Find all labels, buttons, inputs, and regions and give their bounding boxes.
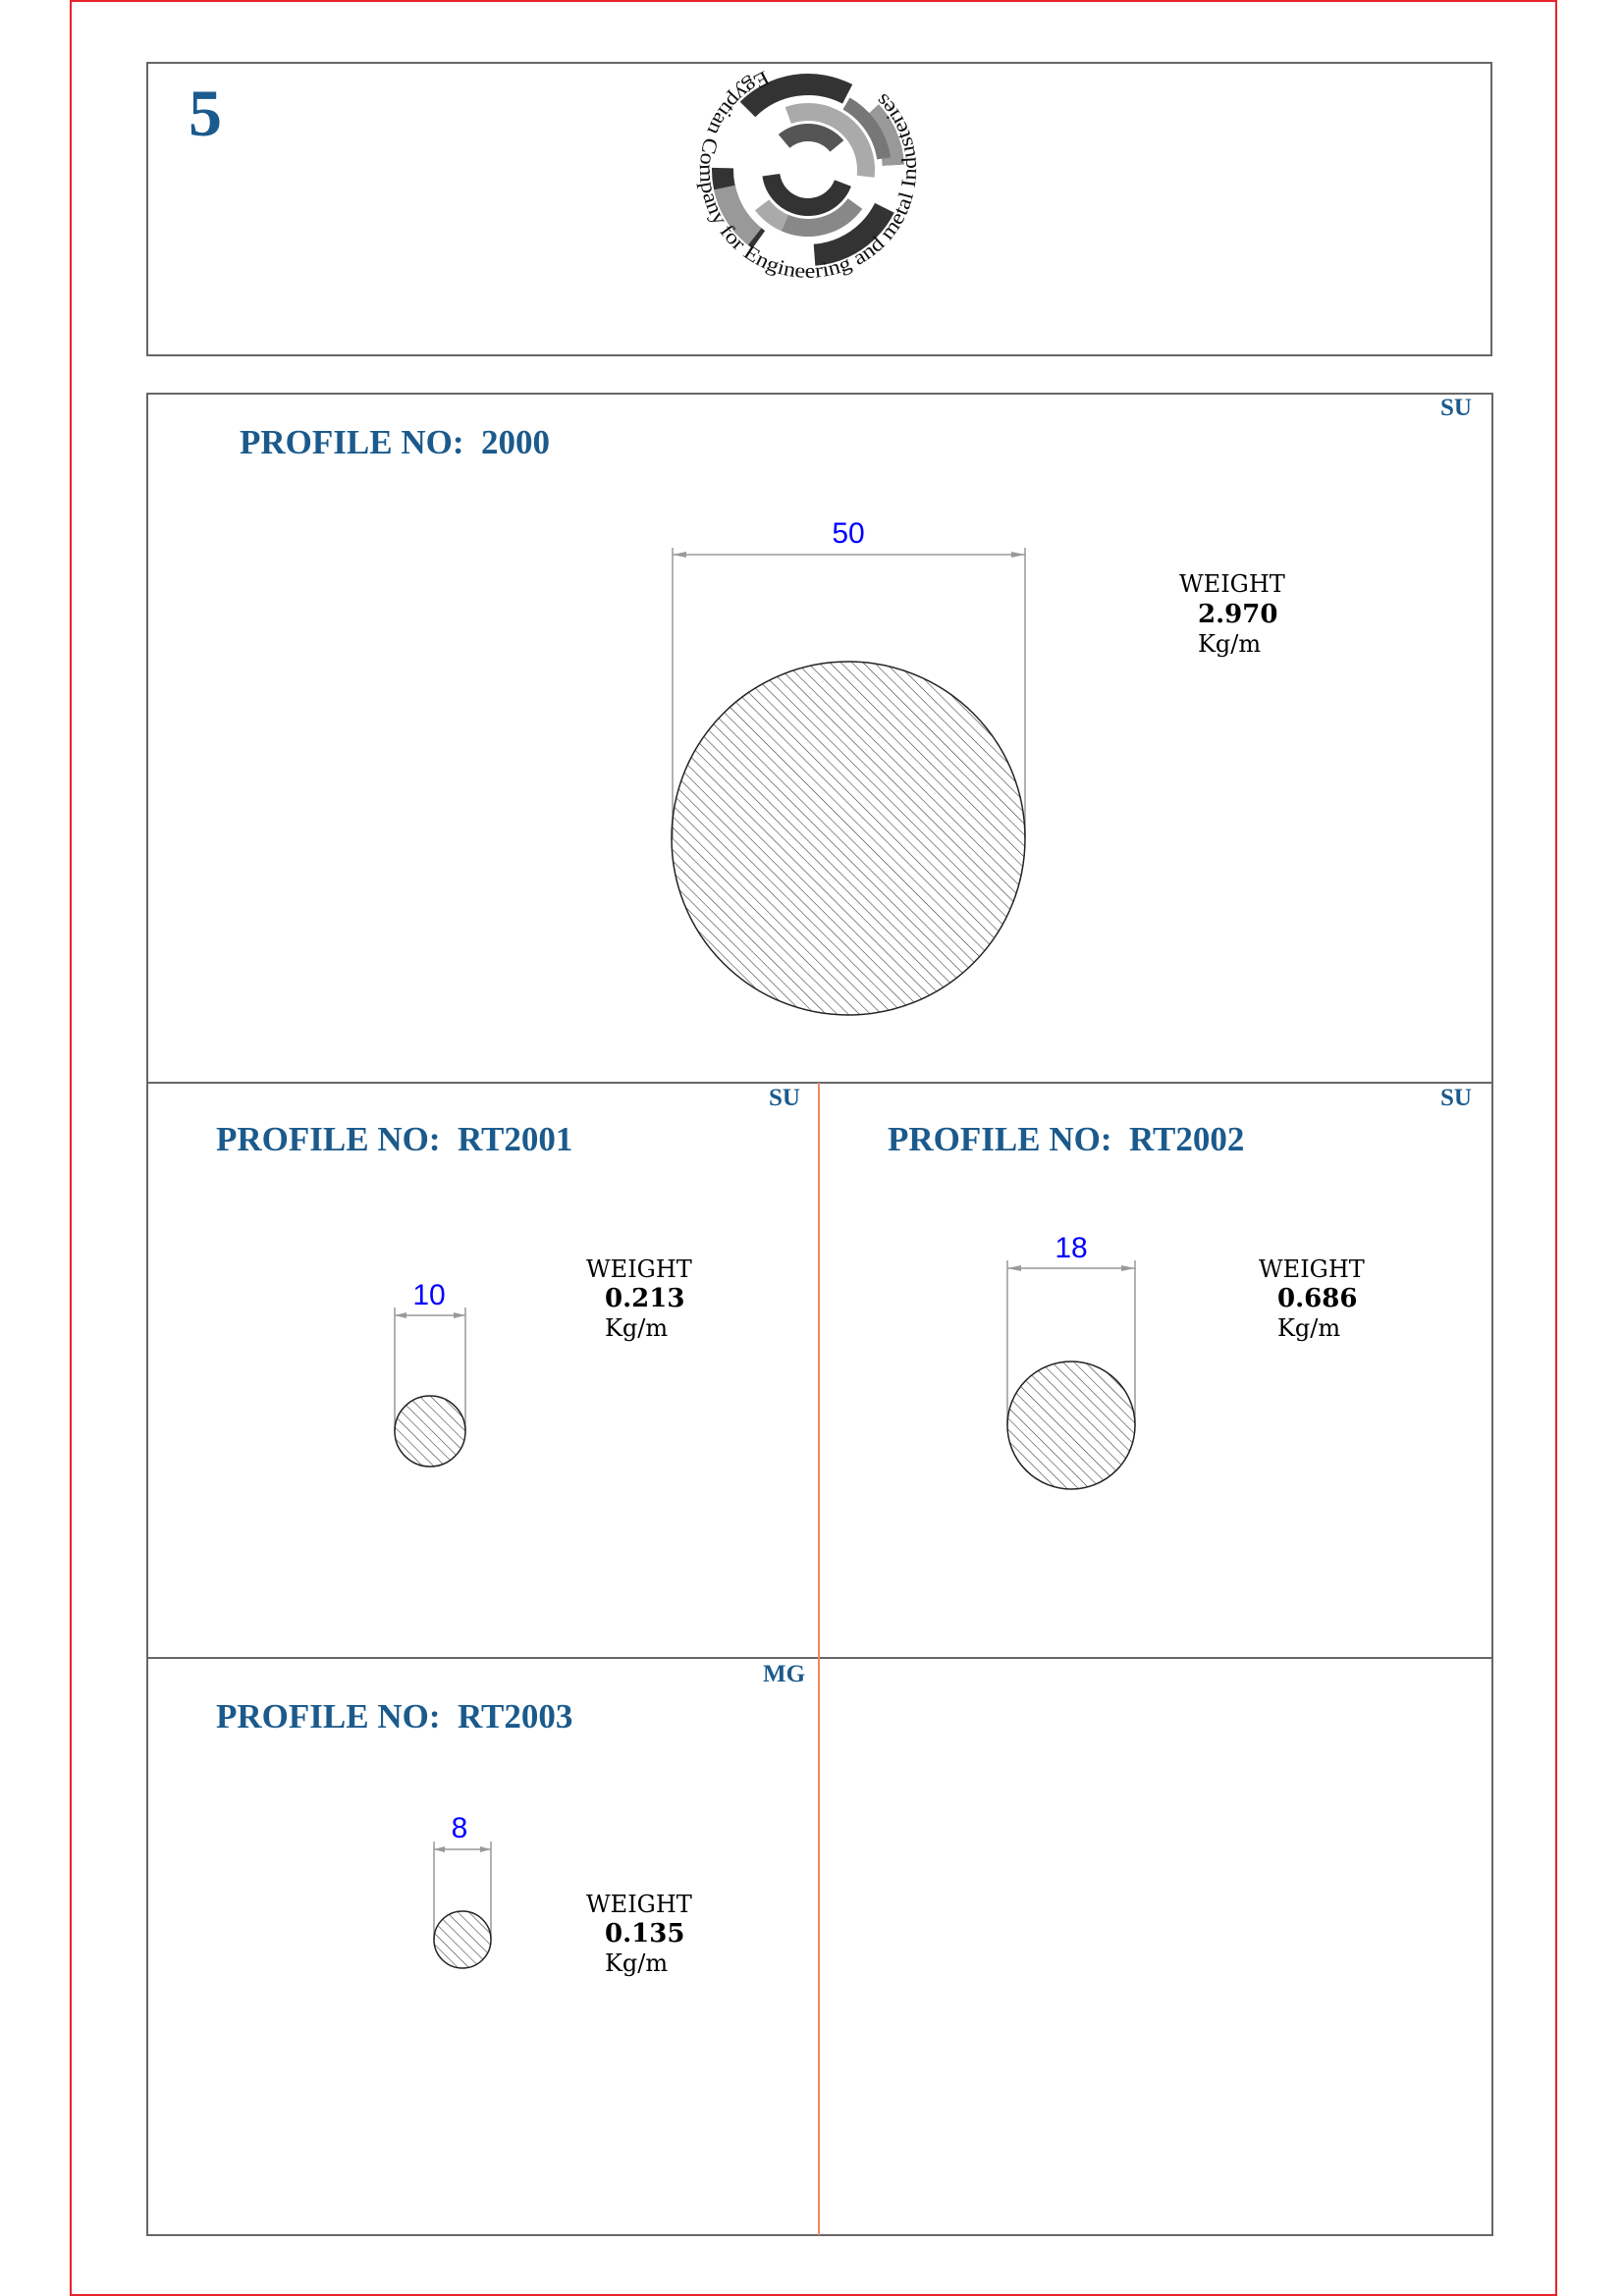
profile-rt2002: PROFILE NO: RT2002 SU 18 WEIGHT 0.686 Kg…	[888, 1085, 1472, 1490]
round-bar-section	[433, 1910, 492, 1969]
weight-unit: Kg/m	[1198, 630, 1261, 658]
round-bar-section	[394, 1395, 466, 1468]
header-box	[146, 62, 1492, 356]
profile-tag: MG	[763, 1661, 805, 1687]
profile-title: PROFILE NO: RT2003	[216, 1697, 572, 1735]
diameter-dimension: 8	[452, 1812, 468, 1844]
profile-title: PROFILE NO: RT2001	[216, 1120, 572, 1158]
weight-unit: Kg/m	[605, 1314, 668, 1342]
weight-unit: Kg/m	[1277, 1314, 1340, 1342]
profile-tag: SU	[1440, 1085, 1472, 1111]
diameter-dimension: 50	[832, 517, 864, 550]
diameter-dimension: 10	[412, 1279, 445, 1311]
weight-unit: Kg/m	[605, 1949, 668, 1977]
company-logo: Egyptian Company for Engineering and met…	[695, 66, 921, 283]
profile-rt2001: PROFILE NO: RT2001 SU 10 WEIGHT 0.213 Kg…	[216, 1085, 800, 1468]
weight-value: 0.135	[605, 1919, 684, 1949]
weight-label: WEIGHT	[586, 1255, 692, 1283]
profile-tag: SU	[769, 1085, 800, 1111]
profile-rt2003: PROFILE NO: RT2003 MG 8 WEIGHT 0.135 Kg/…	[216, 1661, 805, 1977]
page-number: 5	[189, 76, 222, 150]
weight-value: 0.686	[1277, 1284, 1357, 1313]
weight-value: 0.213	[605, 1284, 684, 1313]
page-border	[70, 0, 1557, 2296]
diameter-dimension: 18	[1055, 1232, 1087, 1264]
weight-label: WEIGHT	[1259, 1255, 1365, 1283]
weight-label: WEIGHT	[586, 1891, 692, 1918]
profile-2000: PROFILE NO: 2000 SU 50 WEIGHT 2.970 Kg/m	[240, 395, 1472, 1016]
profile-title: PROFILE NO: RT2002	[888, 1120, 1244, 1158]
profile-tag: SU	[1440, 395, 1472, 421]
profile-title: PROFILE NO: 2000	[240, 423, 550, 461]
round-bar-section	[1006, 1361, 1136, 1490]
round-bar-section	[671, 661, 1026, 1016]
weight-label: WEIGHT	[1179, 570, 1285, 598]
weight-value: 2.970	[1198, 600, 1277, 629]
